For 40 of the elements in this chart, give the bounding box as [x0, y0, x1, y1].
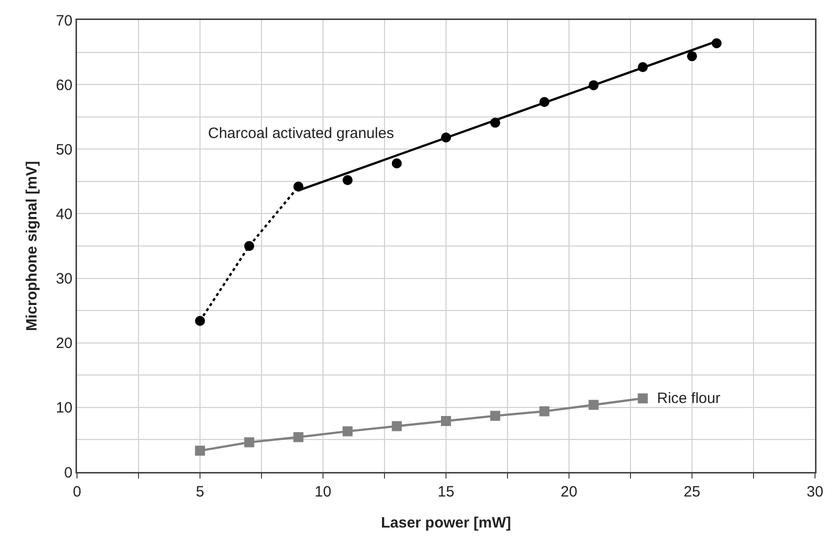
- y-tick-label: 0: [64, 464, 72, 482]
- y-tick-label: 10: [56, 400, 72, 417]
- point: [588, 400, 599, 410]
- series-label: Charcoal activated granules: [208, 125, 394, 142]
- point: [588, 80, 599, 90]
- point: [539, 97, 550, 108]
- y-tick-label: 70: [56, 12, 72, 30]
- point: [687, 51, 697, 62]
- point: [539, 406, 550, 416]
- point: [195, 446, 205, 456]
- x-tick-label: 30: [806, 484, 824, 500]
- point: [342, 426, 353, 436]
- x-tick-label: 15: [438, 484, 454, 500]
- point: [490, 118, 500, 128]
- point: [293, 182, 304, 192]
- x-tick-label: 5: [196, 484, 204, 500]
- x-tick-label: 10: [314, 484, 332, 500]
- point: [441, 416, 451, 426]
- series-label: Rice flour: [657, 390, 720, 407]
- y-axis-title: Microphone signal [mV]: [24, 160, 40, 332]
- y-tick-label: 30: [56, 270, 72, 288]
- point: [392, 158, 402, 168]
- point: [342, 175, 353, 186]
- point: [392, 421, 402, 432]
- point: [195, 316, 205, 326]
- point: [490, 410, 500, 421]
- point: [244, 437, 254, 448]
- x-tick-label: 25: [684, 484, 700, 500]
- point: [244, 241, 254, 251]
- y-tick-label: 40: [56, 206, 72, 223]
- x-tick-label: 20: [560, 484, 578, 500]
- x-axis-title: Laser power [mW]: [380, 514, 512, 532]
- point: [638, 393, 648, 404]
- point: [712, 38, 722, 48]
- y-tick-label: 20: [56, 335, 72, 352]
- y-tick-label: 50: [56, 141, 72, 158]
- point: [638, 62, 648, 72]
- point: [441, 132, 451, 143]
- point: [293, 432, 304, 442]
- y-tick-label: 60: [56, 76, 72, 94]
